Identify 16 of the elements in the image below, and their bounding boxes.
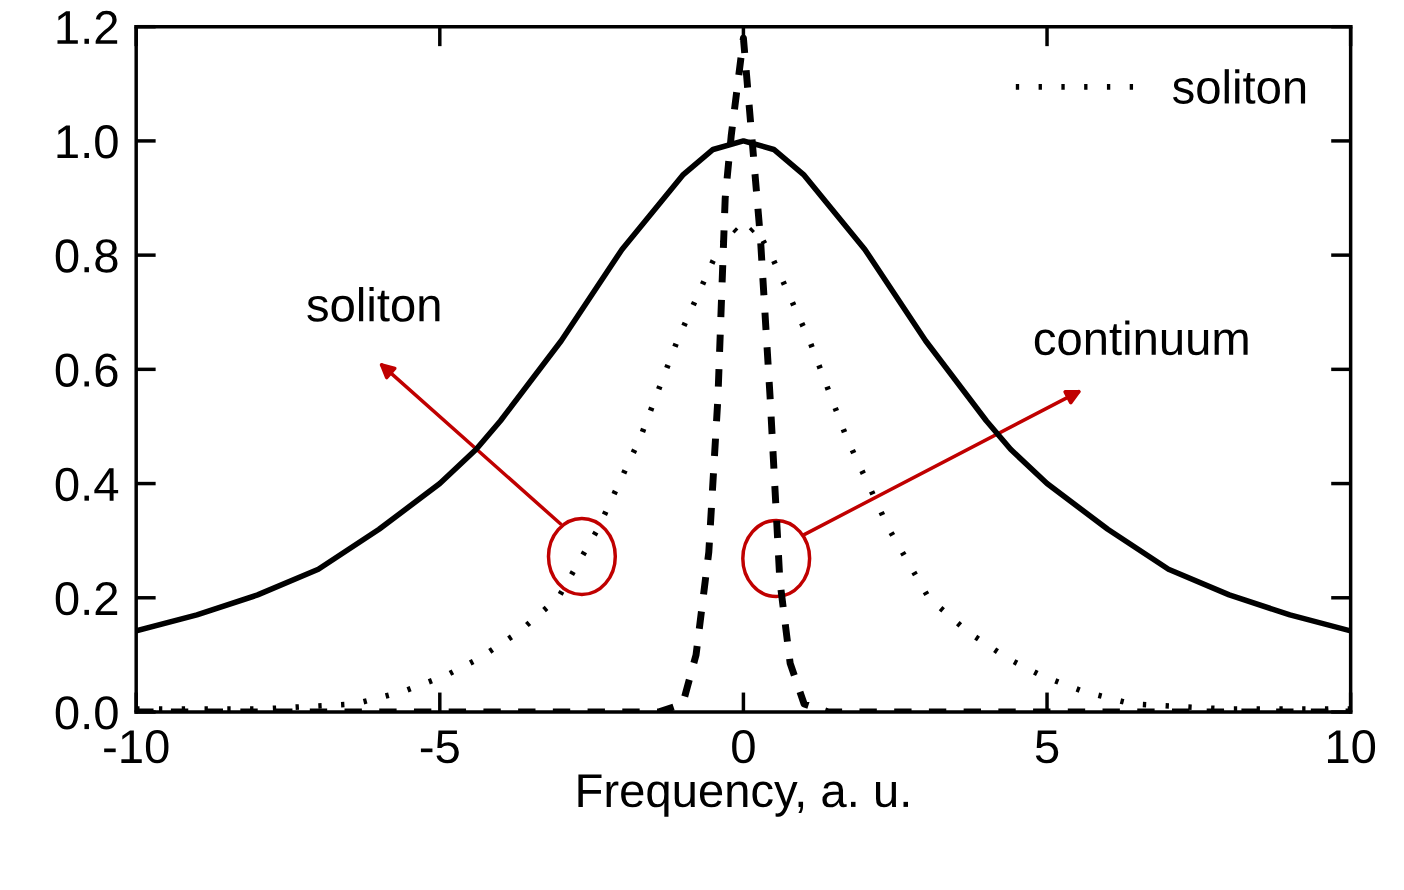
x-tick-label: 10 [1327,729,1376,764]
legend-label: soliton [1172,69,1306,104]
x-tick-label: 0 [732,729,755,764]
y-tick-label: 0.6 [55,353,118,387]
x-tick-label: -10 [104,729,169,764]
y-tick-label: 0.4 [55,467,119,502]
x-axis-title: Frequency, a. u. [578,774,908,817]
x-tick-label: 5 [1035,730,1059,764]
y-tick-label: 1.0 [57,125,118,159]
x-tick-label: -5 [420,730,459,764]
annotation: continuum [1034,320,1248,356]
y-tick-label: 0.2 [55,581,118,616]
annotation: soliton [307,287,440,322]
y-tick-label: 1.2 [57,10,118,44]
y-tick-label: 0.0 [55,696,118,730]
y-tick-label: 0.8 [55,239,118,273]
